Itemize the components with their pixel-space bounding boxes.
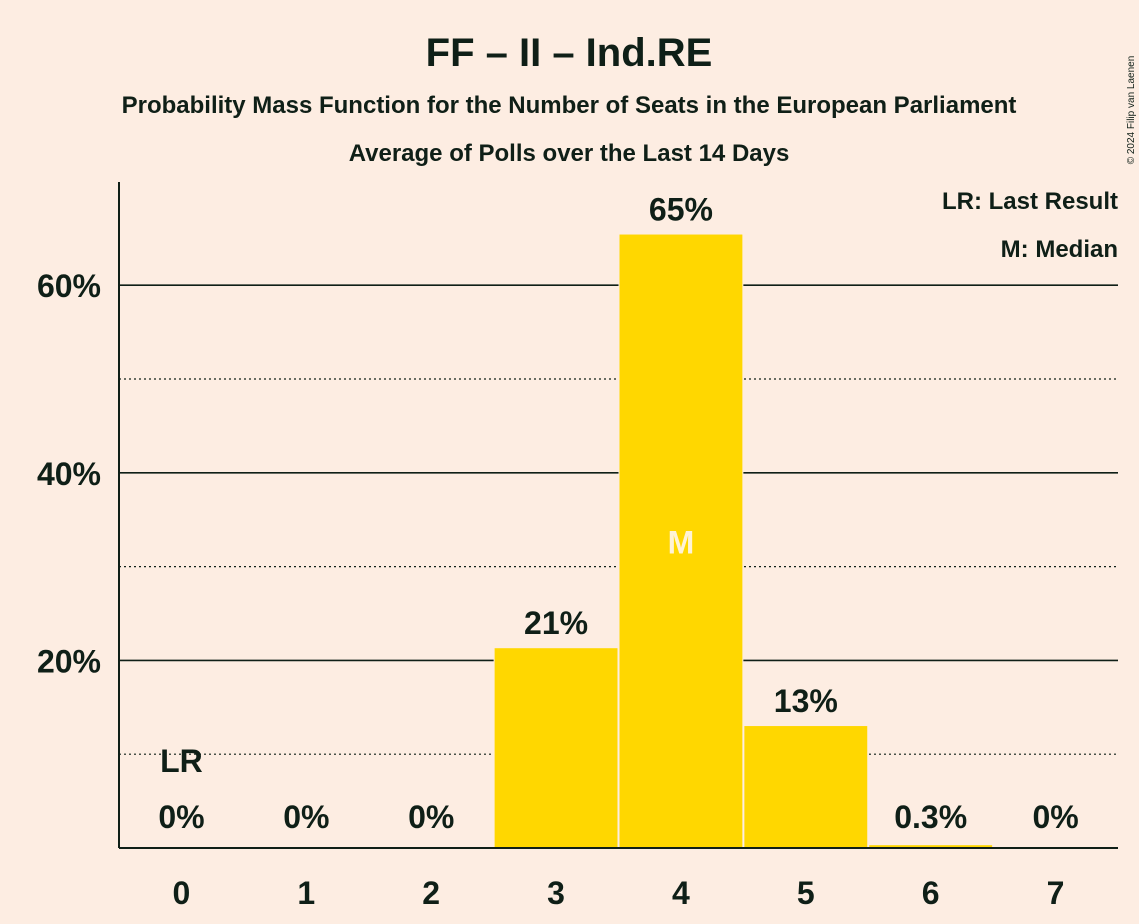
bar-value-label: 0% bbox=[1032, 799, 1078, 835]
median-marker: M bbox=[668, 524, 695, 560]
bar-value-label: 13% bbox=[774, 683, 838, 719]
chart-subtitle-2: Average of Polls over the Last 14 Days bbox=[349, 140, 790, 167]
x-tick-label: 2 bbox=[422, 875, 440, 911]
bar bbox=[869, 845, 993, 848]
copyright-text: © 2024 Filip van Laenen bbox=[1126, 56, 1137, 165]
bar-value-label: 0% bbox=[408, 799, 454, 835]
bar bbox=[744, 726, 868, 848]
y-tick-label: 40% bbox=[37, 456, 101, 492]
bars: 0% LR 0% 0% 21% 65% M 13% 0.3% 0% bbox=[158, 192, 1079, 849]
y-tick-label: 20% bbox=[37, 643, 101, 679]
bar-value-label: 0.3% bbox=[894, 799, 967, 835]
bar-value-label: 65% bbox=[649, 192, 713, 228]
x-tick-label: 4 bbox=[672, 875, 690, 911]
legend-last-result: LR: Last Result bbox=[942, 188, 1118, 215]
bar bbox=[494, 648, 618, 848]
y-axis-ticks: 20% 40% 60% bbox=[37, 268, 101, 679]
x-tick-label: 7 bbox=[1047, 875, 1065, 911]
chart-title: FF – II – Ind.RE bbox=[426, 31, 713, 75]
x-tick-label: 5 bbox=[797, 875, 815, 911]
x-tick-label: 1 bbox=[297, 875, 315, 911]
x-axis-ticks: 0 1 2 3 4 5 6 7 bbox=[173, 875, 1065, 911]
last-result-marker: LR bbox=[160, 743, 203, 779]
chart-subtitle: Probability Mass Function for the Number… bbox=[122, 92, 1017, 119]
legend-median: M: Median bbox=[1001, 236, 1118, 263]
y-tick-label: 60% bbox=[37, 268, 101, 304]
x-tick-label: 0 bbox=[173, 875, 191, 911]
bar-value-label: 0% bbox=[283, 799, 329, 835]
bar-value-label: 21% bbox=[524, 605, 588, 641]
bar bbox=[619, 234, 743, 849]
bar-value-label: 0% bbox=[158, 799, 204, 835]
x-tick-label: 3 bbox=[547, 875, 565, 911]
x-tick-label: 6 bbox=[922, 875, 940, 911]
